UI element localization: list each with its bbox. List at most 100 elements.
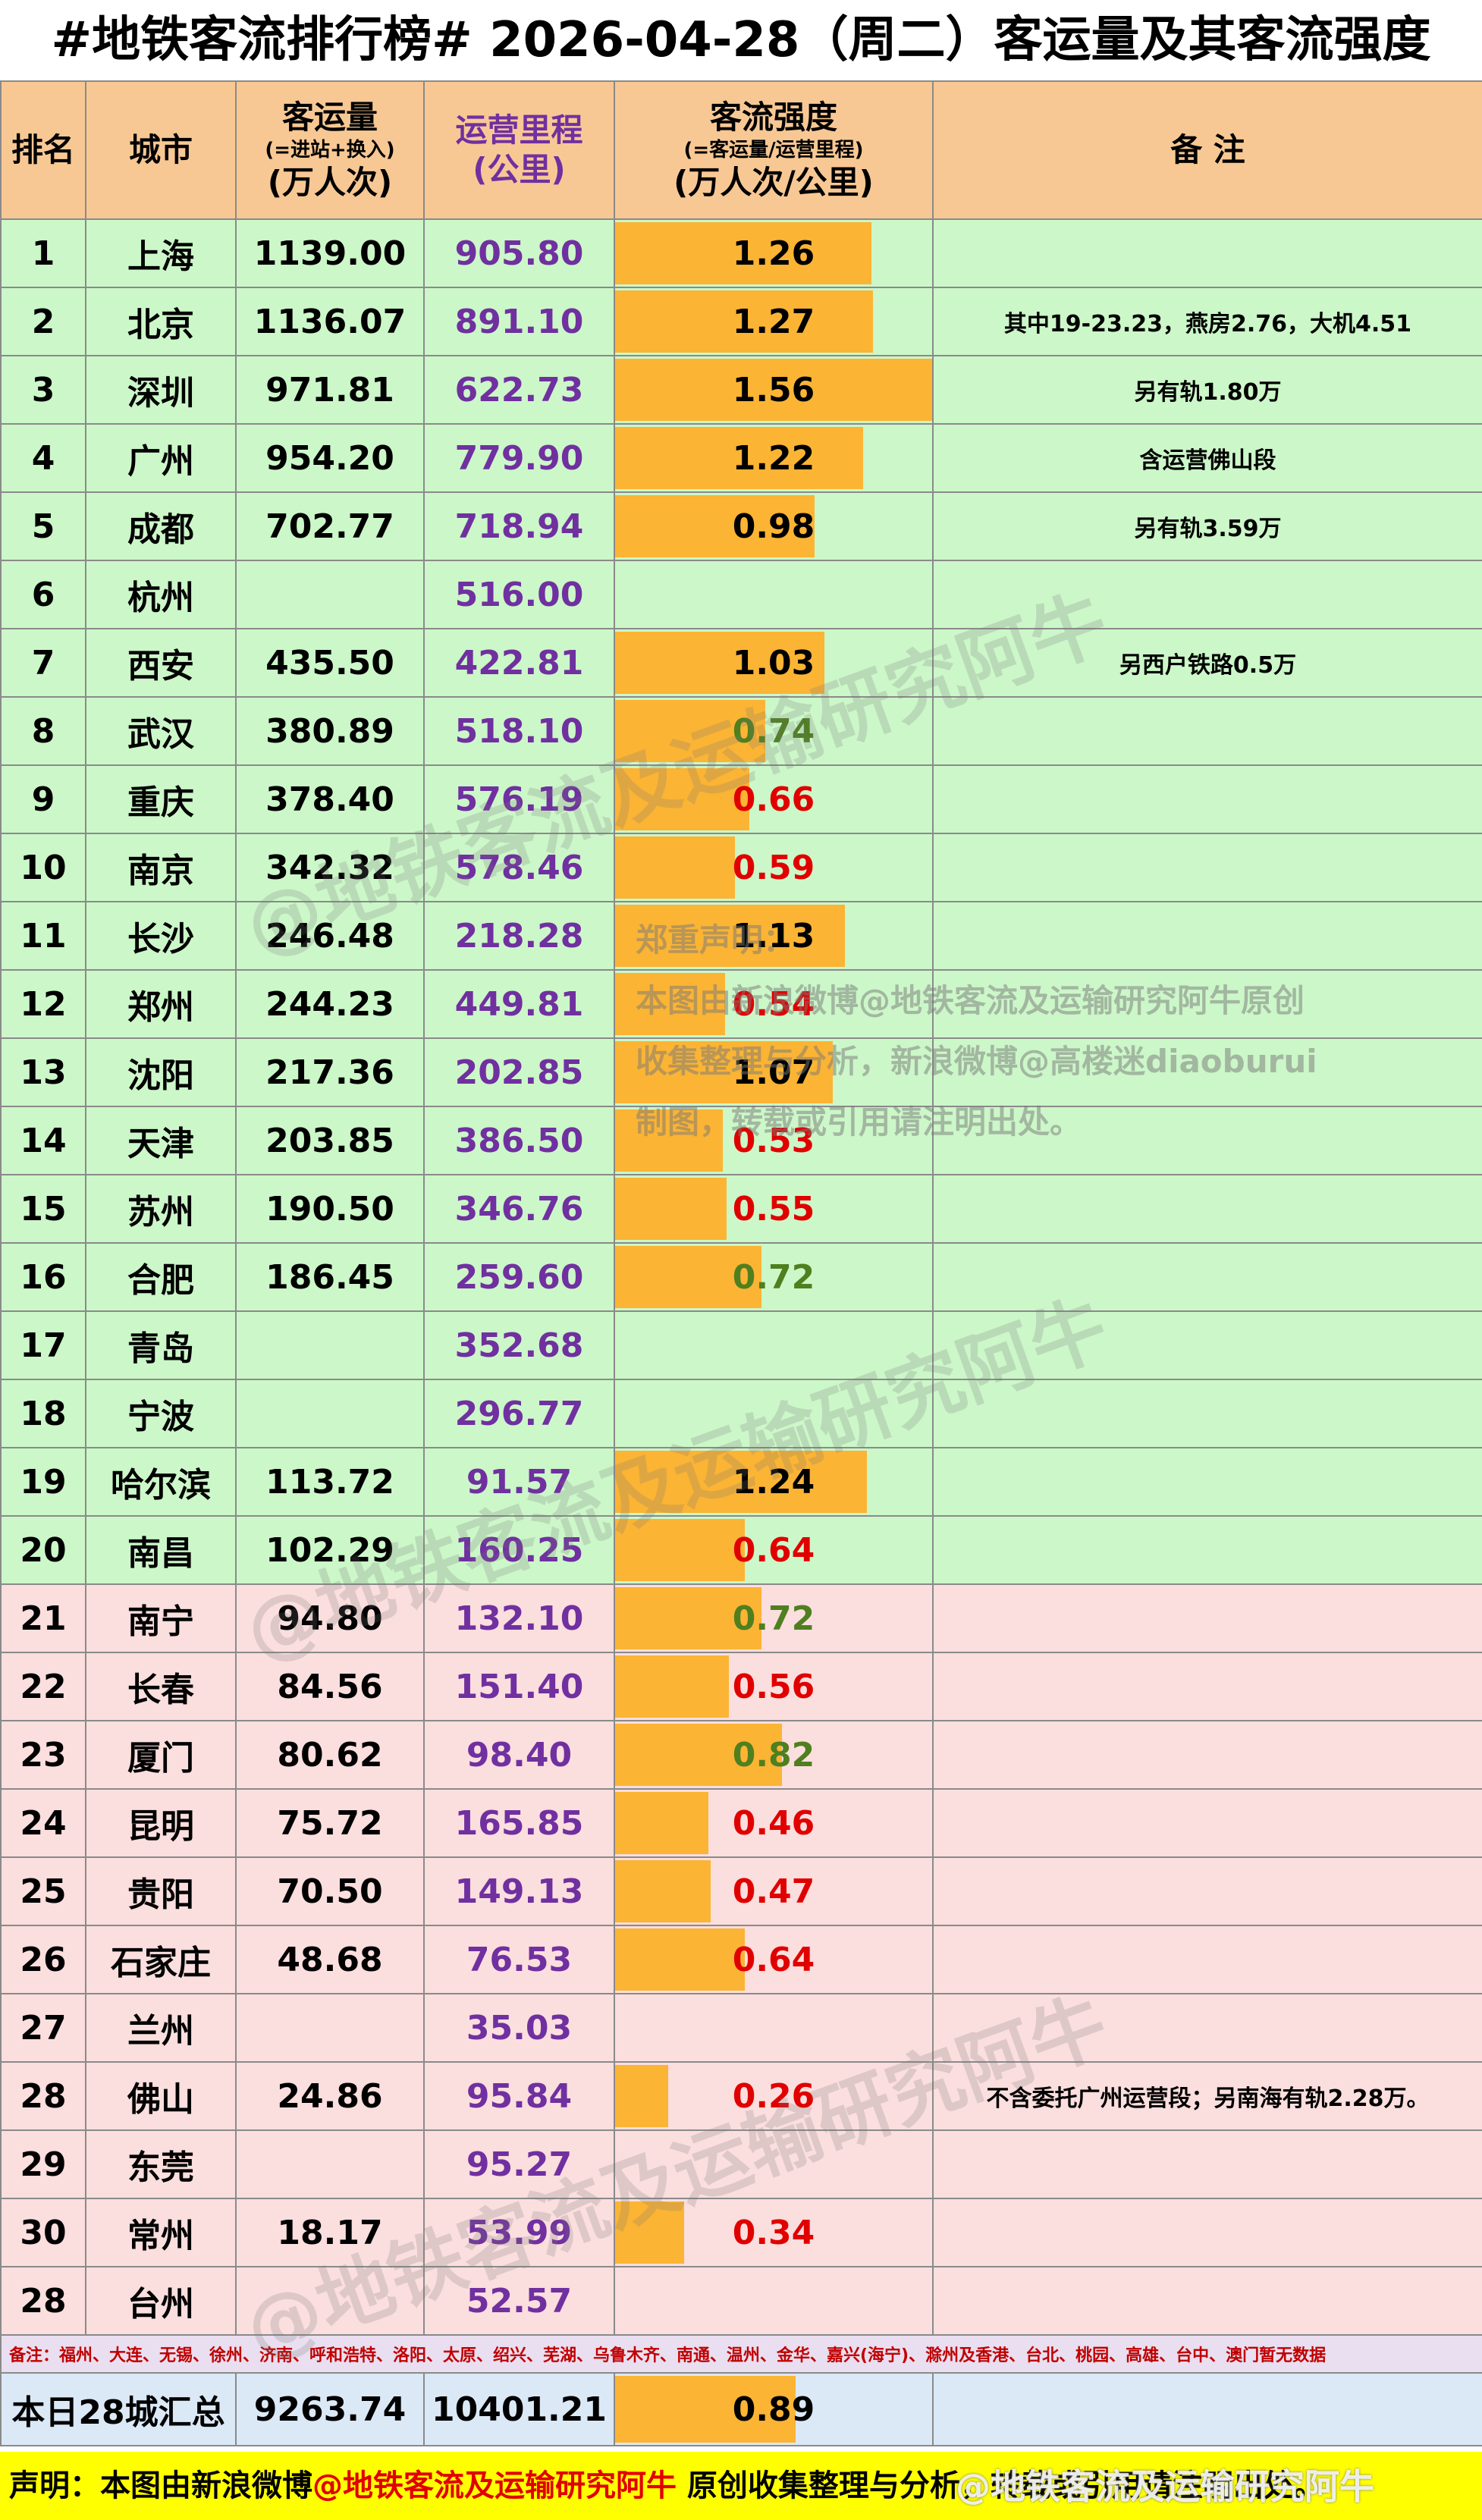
- header-mileage: 运营里程 (公里): [423, 80, 615, 220]
- city-cell: 南京: [85, 833, 237, 902]
- remark-cell: [932, 969, 1482, 1039]
- table-row: 10 南京 342.32 578.46 0.59: [0, 833, 1482, 902]
- rank-cell: 29: [0, 2129, 86, 2199]
- remark-cell: [932, 1037, 1482, 1107]
- city-cell: 广州: [85, 423, 237, 493]
- footer-prefix: 声明：本图由新浪微博: [9, 2468, 312, 2503]
- intensity-value: 1.27: [732, 302, 815, 341]
- intensity-bar: [616, 1246, 761, 1308]
- remark-cell: [932, 1652, 1482, 1721]
- rank-cell: 30: [0, 2198, 86, 2267]
- city-cell: 常州: [85, 2198, 237, 2267]
- mileage-cell: 518.10: [423, 696, 615, 766]
- rank-cell: 11: [0, 901, 86, 971]
- rank-cell: 20: [0, 1515, 86, 1585]
- city-cell: 南昌: [85, 1515, 237, 1585]
- city-cell: 成都: [85, 491, 237, 561]
- intensity-bar: [616, 222, 871, 284]
- rank-cell: 3: [0, 355, 86, 425]
- rank-cell: 18: [0, 1379, 86, 1448]
- intensity-cell: 0.64: [614, 1925, 934, 1994]
- mileage-cell: 52.57: [423, 2266, 615, 2336]
- mileage-cell: 91.57: [423, 1447, 615, 1517]
- table-row: 27 兰州 35.03: [0, 1993, 1482, 2063]
- remark-cell: [932, 2266, 1482, 2336]
- footer-handle[interactable]: @地铁客流及运输研究阿牛: [312, 2468, 677, 2503]
- footer-suffix: 原创收集整理与分析，转载或引用请注明出处。: [677, 2468, 1324, 2503]
- remark-cell: 另西户铁路0.5万: [932, 628, 1482, 698]
- intensity-value: 0.47: [732, 1872, 815, 1911]
- remark-cell: [932, 1174, 1482, 1244]
- rank-cell: 28: [0, 2061, 86, 2131]
- table-row: 19 哈尔滨 113.72 91.57 1.24: [0, 1447, 1482, 1517]
- remark-cell: [932, 560, 1482, 629]
- table-row: 26 石家庄 48.68 76.53 0.64: [0, 1925, 1482, 1994]
- intensity-value: 0.26: [732, 2076, 815, 2116]
- total-label: 本日28城汇总: [0, 2372, 237, 2446]
- intensity-value: 0.74: [732, 711, 815, 751]
- table-row: 11 长沙 246.48 218.28 1.13: [0, 901, 1482, 971]
- mileage-cell: 516.00: [423, 560, 615, 629]
- remark-cell: 其中19-23.23，燕房2.76，大机4.51: [932, 287, 1482, 356]
- intensity-bar: [616, 1109, 723, 1172]
- volume-cell: 246.48: [235, 901, 425, 971]
- rank-cell: 1: [0, 218, 86, 288]
- city-cell: 兰州: [85, 1993, 237, 2063]
- table-row: 6 杭州 516.00: [0, 560, 1482, 629]
- volume-cell: 48.68: [235, 1925, 425, 1994]
- mileage-cell: 346.76: [423, 1174, 615, 1244]
- intensity-value: 0.72: [732, 1599, 815, 1638]
- mileage-cell: 76.53: [423, 1925, 615, 1994]
- total-volume: 9263.74: [235, 2372, 425, 2446]
- intensity-value: 1.03: [732, 643, 815, 683]
- intensity-cell: 0.55: [614, 1174, 934, 1244]
- city-cell: 沈阳: [85, 1037, 237, 1107]
- rank-cell: 21: [0, 1583, 86, 1653]
- volume-cell: [235, 1993, 425, 2063]
- intensity-cell: [614, 560, 934, 629]
- table-row: 4 广州 954.20 779.90 1.22 含运营佛山段: [0, 423, 1482, 493]
- table-row: 12 郑州 244.23 449.81 0.54: [0, 969, 1482, 1039]
- intensity-bar: [616, 1860, 711, 1922]
- table-row: 8 武汉 380.89 518.10 0.74: [0, 696, 1482, 766]
- mileage-cell: 296.77: [423, 1379, 615, 1448]
- intensity-cell: 0.72: [614, 1583, 934, 1653]
- city-cell: 西安: [85, 628, 237, 698]
- mileage-cell: 259.60: [423, 1242, 615, 1312]
- volume-cell: 102.29: [235, 1515, 425, 1585]
- table-row: 5 成都 702.77 718.94 0.98 另有轨3.59万: [0, 491, 1482, 561]
- volume-cell: 380.89: [235, 696, 425, 766]
- intensity-bar: [616, 359, 931, 421]
- mileage-cell: 386.50: [423, 1106, 615, 1175]
- remark-cell: [932, 1106, 1482, 1175]
- volume-cell: 217.36: [235, 1037, 425, 1107]
- rank-cell: 16: [0, 1242, 86, 1312]
- table-row: 21 南宁 94.80 132.10 0.72: [0, 1583, 1482, 1653]
- intensity-value: 0.34: [732, 2213, 815, 2252]
- city-cell: 青岛: [85, 1310, 237, 1380]
- remark-cell: [932, 1515, 1482, 1585]
- intensity-cell: 0.64: [614, 1515, 934, 1585]
- table-row: 24 昆明 75.72 165.85 0.46: [0, 1788, 1482, 1858]
- rank-cell: 28: [0, 2266, 86, 2336]
- intensity-bar: [616, 1587, 761, 1649]
- mileage-cell: 622.73: [423, 355, 615, 425]
- volume-cell: 1136.07: [235, 287, 425, 356]
- remark-cell: [932, 833, 1482, 902]
- rank-cell: 22: [0, 1652, 86, 1721]
- intensity-cell: 1.24: [614, 1447, 934, 1517]
- intensity-cell: 0.98: [614, 491, 934, 561]
- city-cell: 昆明: [85, 1788, 237, 1858]
- city-cell: 宁波: [85, 1379, 237, 1448]
- volume-cell: 203.85: [235, 1106, 425, 1175]
- intensity-value: 0.98: [732, 507, 815, 546]
- footer-statement: 声明：本图由新浪微博@地铁客流及运输研究阿牛 原创收集整理与分析，转载或引用请注…: [0, 2452, 1482, 2520]
- intensity-cell: 1.13: [614, 901, 934, 971]
- city-cell: 武汉: [85, 696, 237, 766]
- mileage-cell: 149.13: [423, 1856, 615, 1926]
- table-row: 15 苏州 190.50 346.76 0.55: [0, 1174, 1482, 1244]
- total-remark: [932, 2372, 1482, 2446]
- mileage-cell: 352.68: [423, 1310, 615, 1380]
- mileage-cell: 151.40: [423, 1652, 615, 1721]
- mileage-cell: 160.25: [423, 1515, 615, 1585]
